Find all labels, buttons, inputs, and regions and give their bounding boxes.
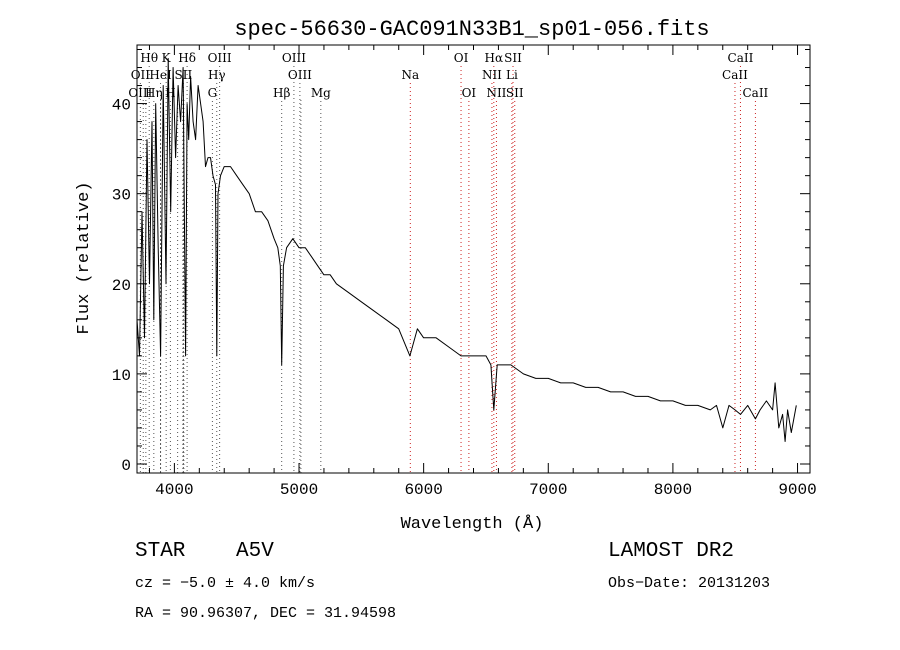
- x-tick-label: 5000: [280, 481, 318, 499]
- x-tick-label: 7000: [529, 481, 567, 499]
- y-tick-label: 40: [112, 97, 131, 115]
- line-marker-label: NII: [486, 86, 506, 100]
- line-marker-label: NII: [482, 68, 502, 82]
- spectrum-line: [136, 58, 797, 442]
- line-marker-label: Hδ: [178, 51, 196, 65]
- line-marker-label: SII: [506, 86, 524, 100]
- line-marker-label: Mg: [311, 86, 331, 100]
- line-marker-label: OI: [462, 86, 477, 100]
- chart-title: spec-56630-GAC091N33B1_sp01-056.fits: [234, 17, 709, 42]
- line-marker-label: Hα: [485, 51, 504, 65]
- line-marker-label: OIII: [208, 51, 232, 65]
- axis-layer: 4000 5000 6000 7000 8000 9000 0 10 20 30 40: [112, 45, 817, 499]
- y-tick-label: 20: [112, 277, 131, 295]
- line-marker-label: OIII: [282, 51, 306, 65]
- line-marker-label: OII: [131, 68, 151, 82]
- line-marker-label: SII: [504, 51, 522, 65]
- x-tick-label: 8000: [654, 481, 692, 499]
- y-tick-label: 10: [112, 367, 131, 385]
- line-marker-label: Li: [506, 68, 518, 82]
- line-marker-label: HeI: [149, 68, 172, 82]
- object-type: STAR: [135, 540, 186, 563]
- x-axis-label: Wavelength (Å): [401, 515, 544, 534]
- coordinates: RA = 90.96307, DEC = 31.94598: [135, 605, 397, 622]
- line-marker-label: G: [208, 86, 218, 100]
- y-tick-label: 0: [121, 457, 131, 475]
- obs-date: Obs−Date: 20131203: [608, 575, 771, 592]
- line-marker-label: OIII: [288, 68, 312, 82]
- series-layer: [136, 58, 797, 442]
- spectral-subclass: A5V: [236, 540, 274, 563]
- line-marker-label: Hγ: [208, 68, 226, 82]
- y-axis-label: Flux (relative): [75, 181, 94, 334]
- x-tick-label: 9000: [778, 481, 816, 499]
- line-marker-label: Hθ: [140, 51, 158, 65]
- line-marker-label: H: [165, 86, 175, 100]
- line-marker-label: OI: [454, 51, 469, 65]
- x-tick-label: 6000: [404, 481, 442, 499]
- cz-value: cz = −5.0 ± 4.0 km/s: [135, 575, 316, 592]
- line-marker-label: CaII: [728, 51, 754, 65]
- y-tick-label: 30: [112, 187, 131, 205]
- line-marker-label: CaII: [722, 68, 748, 82]
- line-marker-label: CaII: [742, 86, 768, 100]
- line-marker-label: OIII: [128, 86, 152, 100]
- line-marker-label: Na: [401, 68, 419, 82]
- line-marker-label: Hβ: [273, 86, 290, 100]
- line-marker-label: Hη: [145, 86, 163, 100]
- plot-frame: [136, 44, 811, 474]
- x-tick-label: 4000: [155, 481, 193, 499]
- line-marker-label: K: [162, 51, 172, 65]
- survey-name: LAMOST DR2: [608, 540, 735, 563]
